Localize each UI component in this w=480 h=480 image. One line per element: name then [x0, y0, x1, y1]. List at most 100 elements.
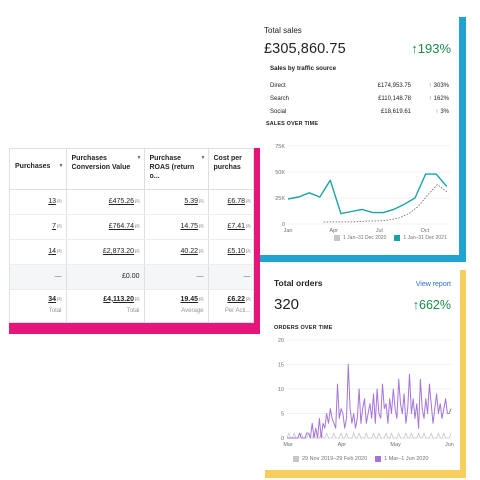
legend-item-previous[interactable]: 29 Nov 2019–29 Feb 2020 — [293, 456, 367, 462]
view-report-link[interactable]: View report — [415, 281, 451, 288]
cell-value[interactable]: £4,113.20 — [103, 295, 135, 303]
traffic-source-amount: £174,953.75 — [377, 82, 411, 89]
traffic-row: Search £110,148.78 ↑ 162% — [270, 92, 449, 105]
traffic-source-name: Search — [270, 95, 290, 102]
traffic-source-breakdown: Sales by traffic source Direct £174,953.… — [270, 65, 449, 118]
cell-value: £0.00 — [121, 273, 140, 280]
footnote-marker: [2] — [246, 295, 251, 301]
y-tick-label: 50K — [275, 170, 285, 176]
cell-value[interactable]: 5.39 — [184, 198, 199, 205]
legend-label: 1 Jan–31 Dec 2021 — [403, 235, 447, 241]
up-arrow-icon: ↑ — [428, 82, 432, 89]
traffic-row: Social £18,619.61 ↑ 3% — [270, 105, 449, 118]
cell-value[interactable]: £764.74 — [108, 223, 135, 230]
y-tick-label: 75K — [275, 144, 285, 150]
footnote-marker: [2] — [199, 295, 204, 301]
total-roas[interactable]: 19.45[2] Average — [144, 288, 209, 322]
cell-value[interactable]: £5.10 — [227, 248, 246, 255]
x-tick-label: Jun — [445, 442, 454, 448]
footnote-marker: [2] — [57, 295, 62, 301]
legend-label: 1 Jan–31 Dec 2020 — [343, 235, 387, 241]
cell-value: — — [243, 273, 251, 280]
total-cost-per-purchase[interactable]: £6.22[2] Per Acti... — [208, 288, 253, 322]
sales-chart-legend: 1 Jan–31 Dec 2020 1 Jan–31 Dec 2021 — [334, 235, 447, 241]
cell-value[interactable]: £6.78 — [227, 198, 246, 205]
cell-purchases: — — [10, 264, 67, 290]
sort-icon[interactable]: ▼ — [58, 163, 64, 169]
column-header-roas[interactable]: Purchase ROAS (return o... ▼ — [144, 149, 209, 190]
cell-value[interactable]: 13 — [48, 198, 57, 205]
table-row: 13[2] £475.26[2] 5.39[2] £6.78[2] — [10, 189, 253, 215]
sort-icon[interactable]: ▼ — [200, 155, 206, 161]
cell-cost-per-purchase: — — [208, 264, 253, 290]
cell-conversion-value[interactable]: £764.74[2] — [66, 214, 145, 240]
total-sales-title: Total sales — [264, 26, 302, 35]
cell-purchases[interactable]: 14[2] — [10, 239, 67, 265]
cell-roas[interactable]: 40.22[2] — [144, 239, 209, 265]
x-tick-label: Jul — [376, 228, 383, 234]
legend-swatch — [394, 235, 401, 241]
column-header-cost-per-purchase[interactable]: Cost per purchas — [208, 149, 253, 190]
traffic-source-amount: £110,148.78 — [378, 95, 411, 102]
traffic-source-change-value: 303% — [433, 82, 449, 89]
legend-label: 29 Nov 2019–29 Feb 2020 — [302, 456, 368, 462]
footnote-marker: [2] — [135, 248, 140, 253]
cell-value: — — [196, 273, 204, 280]
cell-value[interactable]: £475.26 — [108, 198, 135, 205]
total-caption: Per Acti... — [224, 307, 251, 314]
cell-cost-per-purchase[interactable]: £6.78[2] — [208, 189, 253, 215]
total-orders-change-value: 662% — [419, 298, 451, 312]
cell-value[interactable]: £6.22 — [227, 295, 246, 303]
x-tick-label: Apr — [338, 442, 347, 448]
cell-value[interactable]: 7 — [52, 223, 57, 230]
cell-roas[interactable]: 14.75[2] — [144, 214, 209, 240]
footnote-marker: [2] — [199, 198, 204, 203]
cell-cost-per-purchase[interactable]: £5.10[2] — [208, 239, 253, 265]
y-tick-label: 0 — [281, 436, 284, 442]
column-header-conversion-value[interactable]: Purchases Conversion Value ▼ — [66, 149, 145, 190]
total-orders-change: ↑662% — [413, 298, 451, 312]
x-tick-label: Jan — [284, 228, 293, 234]
footnote-marker: [2] — [135, 223, 140, 228]
orders-over-time-chart: 0 5 10 15 20 Mar Apr May Jun — [278, 338, 454, 448]
legend-item-previous[interactable]: 1 Jan–31 Dec 2020 — [334, 235, 386, 241]
column-header-purchases[interactable]: Purchases ▼ — [10, 149, 67, 190]
cell-value[interactable]: £2,873.20 — [102, 248, 135, 255]
sort-icon[interactable]: ▼ — [136, 155, 142, 161]
cell-purchases[interactable]: 13[2] — [10, 189, 67, 215]
legend-item-current[interactable]: 1 Mar–1 Jun 2020 — [375, 456, 428, 462]
sales-chart-title: SALES OVER TIME — [266, 121, 319, 127]
total-caption: Total — [48, 307, 62, 314]
cell-value[interactable]: 14.75 — [180, 223, 199, 230]
cell-roas[interactable]: 5.39[2] — [144, 189, 209, 215]
ads-results-table-card: Purchases ▼ Purchases Conversion Value ▼ P… — [9, 148, 254, 323]
cell-value[interactable]: 19.45 — [180, 295, 199, 303]
legend-item-current[interactable]: 1 Jan–31 Dec 2021 — [394, 235, 447, 241]
footnote-marker: [2] — [199, 223, 204, 228]
column-header-label: Purchases Conversion Value — [71, 155, 131, 171]
orders-card-frame: Total orders View report 320 ↑662% ORDER… — [265, 270, 466, 478]
cell-value[interactable]: 40.22 — [180, 248, 199, 255]
table-row: 7[2] £764.74[2] 14.75[2] £7.41[2] — [10, 214, 253, 240]
cell-value[interactable]: 34 — [48, 295, 57, 303]
legend-label: 1 Mar–1 Jun 2020 — [384, 456, 429, 462]
table-header-row: Purchases ▼ Purchases Conversion Value ▼ P… — [10, 149, 253, 190]
footnote-marker: [2] — [57, 198, 62, 203]
footnote-marker: [2] — [199, 248, 204, 253]
cell-conversion-value[interactable]: £475.26[2] — [66, 189, 145, 215]
cell-value[interactable]: £7.41 — [227, 223, 246, 230]
footnote-marker: [2] — [246, 198, 251, 203]
cell-value[interactable]: 14 — [48, 248, 57, 255]
cell-purchases[interactable]: 7[2] — [10, 214, 67, 240]
traffic-source-name: Social — [270, 108, 287, 115]
up-arrow-icon: ↑ — [411, 41, 418, 56]
cell-conversion-value: £0.00 — [66, 264, 145, 290]
ads-results-table: Purchases ▼ Purchases Conversion Value ▼ P… — [10, 149, 253, 322]
x-tick-label: Mar — [283, 442, 293, 448]
cell-conversion-value[interactable]: £2,873.20[2] — [66, 239, 145, 265]
total-orders-card: Total orders View report 320 ↑662% ORDER… — [265, 270, 460, 470]
traffic-source-change: ↑ 303% — [411, 83, 449, 89]
cell-cost-per-purchase[interactable]: £7.41[2] — [208, 214, 253, 240]
total-purchases[interactable]: 34[2] Total — [10, 288, 67, 322]
total-conversion-value[interactable]: £4,113.20[2] Total — [66, 288, 145, 322]
